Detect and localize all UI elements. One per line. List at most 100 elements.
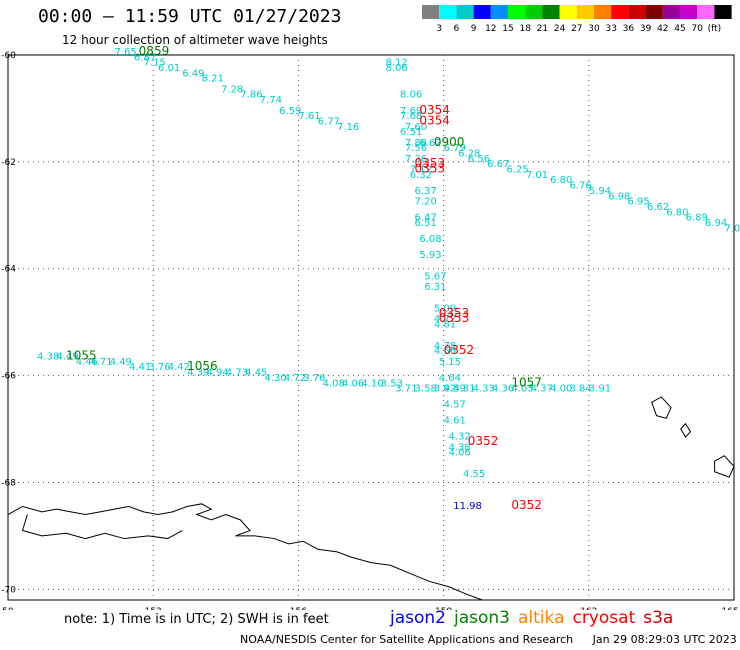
wave-height-label: 4.36	[492, 384, 514, 395]
wave-height-label: 7.61	[298, 111, 320, 122]
wave-height-label: 6.95	[628, 197, 650, 208]
wave-height-label: 6.31	[424, 282, 446, 293]
legend-label: 15	[502, 24, 513, 34]
wave-height-label: 6.80	[666, 207, 688, 218]
wave-height-label: 4.41	[129, 362, 151, 373]
lat-tick-label: -70	[1, 585, 16, 595]
legend-label: 3	[436, 24, 442, 34]
legend-swatch	[662, 5, 680, 19]
wave-height-label: 4.38	[37, 352, 59, 363]
wave-height-label: 6.62	[419, 138, 441, 149]
wave-height-label: 5.93	[419, 250, 441, 261]
wave-height-label: 4.37	[531, 384, 553, 395]
lon-tick-label: 162	[580, 607, 597, 610]
wave-height-label: 7.74	[260, 95, 282, 106]
wave-height-label: 4.78	[434, 341, 456, 352]
legend-swatch	[697, 5, 715, 19]
wave-height-label: 4.56	[434, 346, 456, 357]
legend-swatch	[645, 5, 663, 19]
wave-height-label: 6.67	[487, 159, 509, 170]
pass-time-label: 0353	[415, 162, 446, 176]
wave-height-label: 4.39	[444, 384, 466, 395]
wave-height-label: 7.56	[405, 143, 427, 154]
pass-time-label: 0353	[415, 156, 446, 170]
wave-height-label: 4.30	[265, 373, 287, 384]
wave-height-label: 7.65	[114, 47, 136, 58]
wave-height-label: 3.92	[434, 384, 456, 395]
wave-height-label: 4.46	[76, 357, 98, 368]
wave-height-label: 7.15	[144, 58, 166, 69]
wave-height-label: 8.12	[386, 58, 408, 69]
pass-time-label: 1055	[66, 349, 97, 363]
wave-height-label: 6.01	[158, 63, 180, 74]
pass-time-label: 0354	[419, 113, 450, 127]
legend-swatch	[456, 5, 474, 19]
legend-label: 70	[691, 24, 703, 34]
coastline	[7, 503, 483, 601]
legend-label: 21	[537, 24, 548, 34]
legend-swatch	[542, 5, 560, 19]
wave-height-label: 6.32	[410, 170, 432, 181]
wave-height-label: 3.76	[148, 362, 170, 373]
wave-height-label: 4.32	[448, 432, 470, 443]
pass-time-label: 0352	[511, 498, 542, 512]
wave-height-label: 4.31	[453, 384, 475, 395]
wave-height-label: 6.79	[444, 143, 466, 154]
wave-height-label: 4.49	[56, 352, 78, 363]
legend-label: 9	[471, 24, 477, 34]
timestamp-text: Jan 29 08:29:03 UTC 2023	[592, 633, 737, 646]
wave-height-label: 7.68	[400, 111, 422, 122]
wave-height-label: 7.20	[415, 197, 437, 208]
wave-height-label: 6.51	[415, 218, 437, 229]
wave-height-label: 7.12	[410, 165, 432, 176]
wave-height-label: 6.98	[608, 191, 630, 202]
wave-height-label: 6.59	[279, 106, 301, 117]
wave-height-label: 6.87	[134, 52, 156, 63]
legend-label: 24	[554, 24, 566, 34]
wave-height-label: 4.61	[444, 416, 466, 427]
wave-height-label: 4.06	[448, 448, 470, 459]
lon-tick-label: 150	[0, 607, 14, 610]
legend-label: 45	[674, 24, 685, 34]
wave-height-label: 8.06	[400, 90, 422, 101]
wave-height-label: 6.08	[419, 234, 441, 245]
wave-height-label: 3.71	[395, 384, 417, 395]
legend-swatch	[714, 5, 732, 19]
island-outline	[651, 396, 672, 419]
legend-swatch	[628, 5, 646, 19]
legend-swatch	[525, 5, 543, 19]
pass-time-label: 0900	[434, 135, 465, 149]
wave-height-label: 6.56	[468, 154, 490, 165]
footer-note: note: 1) Time is in UTC; 2) SWH is in fe…	[64, 612, 329, 627]
legend-swatch	[594, 5, 612, 19]
wave-height-label: 6.76	[569, 181, 591, 192]
lon-tick-label: 156	[290, 607, 307, 610]
legend-swatch	[680, 5, 698, 19]
wave-height-label: 4.10	[361, 378, 383, 389]
wave-height-label: 7.69	[400, 106, 422, 117]
satellite-label-cryosat: cryosat	[572, 608, 636, 628]
wave-height-label: 6.28	[458, 149, 480, 160]
pass-time-label: 0353	[439, 306, 470, 320]
wave-height-label: 8.21	[202, 74, 224, 85]
wave-height-label: 3.58	[415, 384, 437, 395]
wave-height-label: 7.88	[405, 138, 427, 149]
coastline	[21, 514, 183, 540]
lon-tick-label: 159	[435, 607, 452, 610]
wave-height-map[interactable]: 150153156159162165-60-62-64-66-68-707.65…	[0, 0, 740, 610]
wave-height-label: 4.81	[434, 320, 456, 331]
legend-swatch	[490, 5, 508, 19]
wave-height-label: 6.51	[400, 127, 422, 138]
wave-height-label: 4.39	[187, 368, 209, 379]
legend-label: (ft)	[708, 24, 722, 34]
wave-height-label: 7.08	[724, 223, 740, 234]
color-legend: 3 6 9 12 15 18 21 24 27 30 33 36 39 42 45 70 (ft)	[422, 5, 732, 34]
wave-height-label: 7.36	[405, 154, 427, 165]
wave-height-label: 7.28	[221, 84, 243, 95]
wave-height-label: 6.89	[686, 213, 708, 224]
lon-tick-label: 165	[721, 607, 738, 610]
wave-height-label: 5.67	[424, 271, 446, 282]
page-title: 00:00 – 11:59 UTC 01/27/2023	[38, 6, 342, 27]
wave-height-label: 4.72	[284, 373, 306, 384]
legend-swatch	[508, 5, 526, 19]
